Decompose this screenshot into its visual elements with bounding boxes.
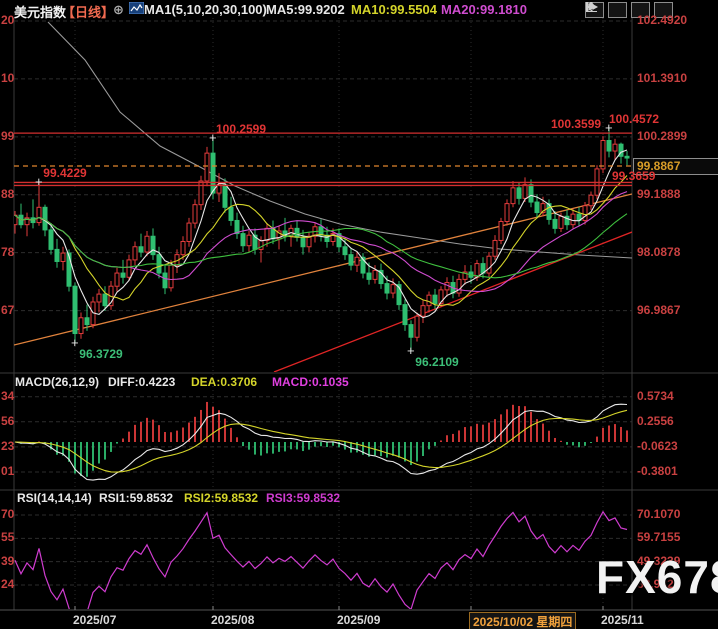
symbol-title: 美元指数 <box>14 5 67 20</box>
macd-diff-value: DIFF:0.4223 <box>108 375 176 389</box>
ma5-value: MA5:99.9202 <box>266 2 345 17</box>
rsi-title: RSI(14,14,14) <box>17 491 92 505</box>
rsi-line <box>14 510 628 609</box>
expand-icon[interactable]: ⊕ <box>113 2 124 17</box>
ma5-line <box>14 149 628 319</box>
ma30-line <box>14 213 628 279</box>
period-tag: 【日线】 <box>62 5 115 20</box>
ma100-line <box>47 21 632 259</box>
macd-diff-line <box>14 403 628 481</box>
watermark: FX678 <box>596 551 718 603</box>
ma10-line <box>14 175 628 307</box>
ma20-value: MA20:99.1810 <box>441 2 527 17</box>
macd-plot-layer <box>14 401 628 481</box>
macd-dea-value: DEA:0.3706 <box>191 375 258 389</box>
trend-line <box>14 193 632 346</box>
rsi-plot-layer <box>14 510 628 609</box>
ma10-value: MA10:99.5504 <box>351 2 437 17</box>
rsi3-value: RSI3:59.8532 <box>266 491 341 505</box>
axis-play-icon[interactable] <box>586 2 650 18</box>
price-plot-layer <box>14 21 632 372</box>
ma-settings-label: MA1(5,10,20,30,100) <box>144 2 267 17</box>
jump-latest-icon[interactable] <box>586 2 673 18</box>
macd-dea-line <box>14 409 628 473</box>
rsi1-value: RSI1:59.8532 <box>99 491 174 505</box>
macd-title: MACD(26,12,9) <box>15 375 100 389</box>
last-price-box: 99.8867 <box>633 158 718 175</box>
trend-line <box>273 231 632 372</box>
rsi2-value: RSI2:59.8532 <box>184 491 259 505</box>
chart-toolbar <box>585 2 673 18</box>
macd-macd-value: MACD:0.1035 <box>272 375 349 389</box>
